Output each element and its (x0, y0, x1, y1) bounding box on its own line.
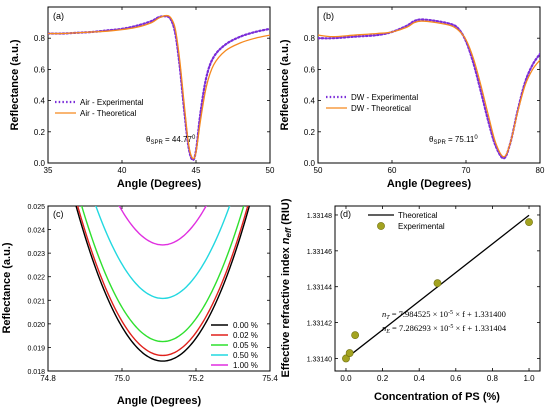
spr-annotation: θSPR = 44.770 (146, 135, 196, 146)
x-tick-label: 1.0 (523, 374, 535, 383)
x-tick-label: 0.4 (414, 374, 426, 383)
legend: DW - Experimental DW - Theoretical (326, 93, 418, 113)
x-axis-label: Angle (Degrees) (117, 395, 202, 407)
legend-label-theoretical: Theoretical (398, 211, 438, 220)
y-axis-label: Reflectance (a.u.) (279, 39, 291, 130)
series-line (80, 206, 245, 343)
scatter-point (342, 354, 350, 363)
y-tick-label: 0.021 (27, 298, 45, 305)
legend-swatch-experimental (377, 222, 385, 230)
y-tick-label: 1.33142 (307, 321, 332, 328)
y-tick-label: 1.33146 (307, 249, 332, 256)
x-tick-label: 50 (266, 166, 275, 175)
y-tick-label: 0.0 (304, 159, 316, 168)
x-tick-label: 75.2 (188, 374, 204, 383)
x-tick-label: 75.0 (114, 374, 130, 383)
panel-label: (c) (53, 209, 64, 219)
series-line (318, 20, 540, 158)
y-tick-label: 0.024 (27, 228, 45, 235)
panel-label: (d) (340, 209, 351, 219)
x-tick-label: 0.0 (340, 374, 352, 383)
y-tick-label: 1.33144 (307, 285, 332, 292)
y-axis-label: Reflectance (a.u.) (9, 39, 21, 130)
x-tick-label: 45 (192, 166, 201, 175)
plot-frame (47, 6, 271, 164)
y-tick-label: 0.022 (27, 275, 45, 282)
legend: 0.00 %0.02 %0.05 %0.50 %1.00 % (211, 321, 258, 370)
y-axis-label: Effective refractive index neff (RIU) (280, 198, 293, 377)
equation-theoretical: nT = 7.984525 × 10-5 × f + 1.331400 (382, 309, 506, 321)
x-tick-label: 74.8 (40, 374, 56, 383)
y-tick-label: 0.8 (304, 34, 316, 43)
y-tick-label: 0.6 (304, 65, 316, 74)
legend-label-experimental: Air - Experimental (80, 98, 144, 107)
y-tick-label: 0.020 (27, 322, 45, 329)
panel-label: (b) (323, 11, 334, 21)
panel-a: (a) 35 40 45 50 0.0 0.2 0.4 0.6 0.8 Angle (Degre… (9, 6, 275, 190)
equation-experimental: nE = 7.286293 × 10-5 × f + 1.331404 (382, 323, 507, 335)
legend-label-experimental: DW - Experimental (351, 93, 418, 102)
legend: Theoretical Experimental (368, 211, 445, 231)
legend-label-theoretical: Air - Theoretical (80, 109, 137, 118)
series-line (95, 206, 231, 300)
series-line (118, 206, 207, 246)
panel-c: (c) 74.8 75.0 75.2 75.4 0.018 0.019 0.020 0.021… (1, 204, 278, 407)
x-tick-label: 35 (44, 166, 53, 175)
panel-label: (a) (53, 11, 64, 21)
scatter-point (525, 218, 533, 227)
y-tick-label: 0.2 (304, 128, 316, 137)
spr-annotation: θSPR = 75.110 (429, 135, 478, 146)
x-axis-label: Angle (Degrees) (387, 178, 472, 190)
y-tick-label: 0.018 (27, 369, 45, 376)
plot-frame (47, 205, 271, 372)
x-axis-label: Angle (Degrees) (117, 178, 202, 190)
series-line (48, 14, 270, 160)
y-tick-label: 0.6 (34, 65, 46, 74)
x-tick-label: 70 (462, 166, 471, 175)
legend-label: 0.50 % (233, 351, 258, 360)
legend-label-experimental: Experimental (398, 222, 445, 231)
x-tick-label: 0.6 (450, 374, 462, 383)
y-tick-label: 1.33140 (307, 356, 332, 363)
y-tick-label: 0.4 (34, 97, 46, 106)
x-axis-label: Concentration of PS (%) (374, 391, 500, 403)
plot-frame (334, 205, 541, 372)
scatter-point (433, 279, 442, 288)
x-tick-label: 50 (314, 166, 323, 175)
x-tick-label: 75.4 (262, 374, 278, 383)
y-tick-label: 0.019 (27, 345, 45, 352)
plot-frame (317, 6, 541, 164)
legend-label: 1.00 % (233, 361, 258, 370)
scatter-point (345, 349, 354, 357)
y-tick-label: 0.2 (34, 128, 46, 137)
x-tick-label: 0.8 (487, 374, 499, 383)
series-line (76, 206, 249, 357)
y-tick-label: 1.33148 (307, 213, 332, 220)
x-tick-label: 60 (388, 166, 397, 175)
x-tick-label: 0.2 (377, 374, 389, 383)
panel-d: (d) 0.0 0.2 0.4 0.6 0.8 1.0 1.33140 1.33142 1.33… (280, 198, 541, 403)
series-line (75, 206, 251, 362)
scatter-point (351, 331, 360, 340)
panel-b: (b) 50 60 70 80 0.0 0.2 0.4 0.6 0.8 Angle (Degre… (279, 6, 545, 190)
legend-label: 0.05 % (233, 341, 258, 350)
x-tick-label: 40 (118, 166, 127, 175)
y-axis-label: Reflectance (a.u.) (1, 242, 13, 333)
y-tick-label: 0.023 (27, 251, 45, 258)
legend: Air - Experimental Air - Theoretical (55, 98, 144, 118)
y-tick-label: 0.0 (34, 159, 46, 168)
legend-label: 0.00 % (233, 321, 258, 330)
y-tick-label: 0.8 (34, 34, 46, 43)
x-tick-label: 80 (536, 166, 545, 175)
y-tick-label: 0.4 (304, 97, 316, 106)
legend-label: 0.02 % (233, 331, 258, 340)
legend-label-theoretical: DW - Theoretical (351, 104, 411, 113)
series-line (48, 15, 270, 162)
y-tick-label: 0.025 (27, 204, 45, 211)
